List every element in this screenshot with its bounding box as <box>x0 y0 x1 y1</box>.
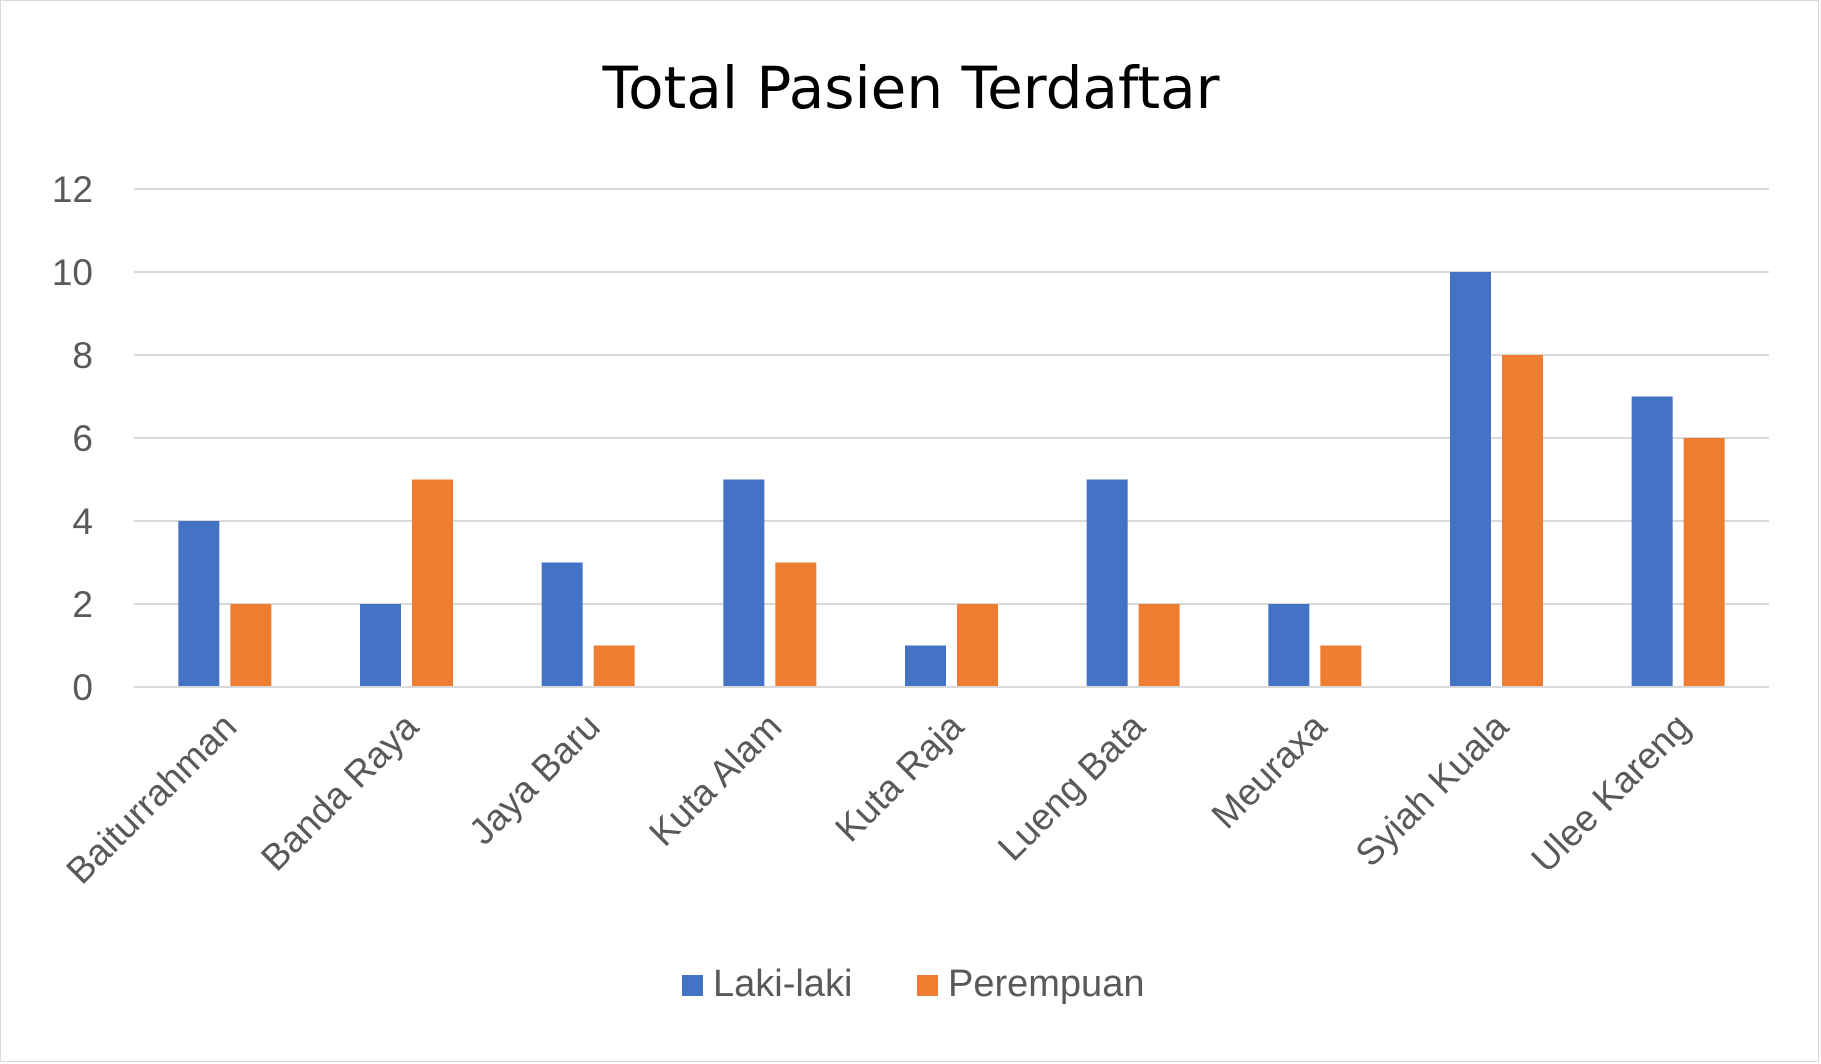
bar-perempuan <box>1502 355 1543 687</box>
bar-laki-laki <box>723 479 765 687</box>
bar-laki-laki <box>905 645 946 687</box>
bar-perempuan <box>1683 438 1725 687</box>
y-tick-label: 10 <box>52 252 93 293</box>
bar-perempuan <box>593 645 635 687</box>
y-tick-label: 6 <box>72 418 93 459</box>
bar-perempuan <box>412 479 453 687</box>
legend-swatch <box>917 975 938 996</box>
gridlines <box>134 188 1769 605</box>
bar-laki-laki <box>1268 604 1310 687</box>
bars <box>178 272 1725 687</box>
bar-laki-laki <box>360 604 401 687</box>
bar-perempuan <box>775 562 817 687</box>
y-axis-ticks: 0 2 4 6 8 10 12 <box>52 169 93 708</box>
x-category-label: Banda Raya <box>253 705 426 878</box>
bar-laki-laki <box>1086 479 1128 687</box>
legend-label: Laki-laki <box>713 963 852 1005</box>
chart-title: Total Pasien Terdaftar <box>602 54 1220 122</box>
bar-laki-laki <box>1631 396 1673 687</box>
legend: Laki-laki Perempuan <box>682 963 1144 1005</box>
legend-label: Perempuan <box>948 963 1144 1005</box>
bar-laki-laki <box>541 562 583 687</box>
bar-perempuan <box>230 604 272 687</box>
bar-perempuan <box>957 604 998 687</box>
bar-perempuan <box>1138 604 1180 687</box>
y-tick-label: 0 <box>72 667 93 708</box>
x-category-label: Kuta Raja <box>827 705 971 849</box>
bar-laki-laki <box>178 521 220 687</box>
legend-swatch <box>682 975 703 996</box>
x-category-label: Jaya Baru <box>461 706 608 853</box>
y-tick-label: 2 <box>72 584 93 625</box>
x-axis-category-labels: Baiturrahman Banda Raya Jaya Baru Kuta Alam… <box>58 705 1697 891</box>
bar-perempuan <box>1320 645 1362 687</box>
x-category-label: Kuta Alam <box>641 706 789 854</box>
x-category-label: Lueng Bata <box>990 705 1153 868</box>
x-category-label: Meuraxa <box>1204 705 1335 836</box>
x-category-label: Syiah Kuala <box>1348 705 1517 874</box>
x-category-label: Baiturrahman <box>58 706 244 892</box>
y-tick-label: 4 <box>72 501 93 542</box>
bar-laki-laki <box>1450 272 1491 687</box>
y-tick-label: 12 <box>52 169 93 210</box>
x-category-label: Ulee Kareng <box>1523 706 1697 880</box>
y-tick-label: 8 <box>72 335 93 376</box>
